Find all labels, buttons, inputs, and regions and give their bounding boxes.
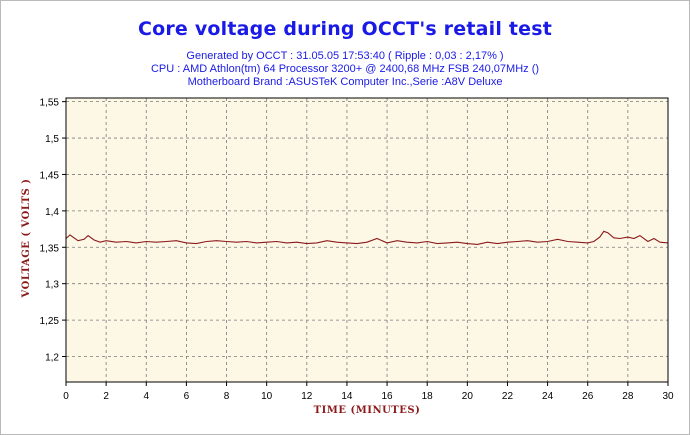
x-tick-label: 14 [341,391,353,402]
x-tick-label: 26 [582,391,594,402]
x-tick-label: 4 [143,391,149,402]
x-tick-label: 30 [662,391,674,402]
x-tick-label: 18 [422,391,434,402]
y-axis-label: VOLTAGE ( VOLTS ) [21,179,32,299]
x-tick-label: 2 [103,391,109,402]
x-axis-label: TIME (MINUTES) [314,405,421,416]
x-tick-label: 22 [502,391,514,402]
y-tick-label: 1,55 [40,98,60,109]
subtitle-motherboard: Motherboard Brand :ASUSTeK Computer Inc.… [187,76,503,88]
y-tick-label: 1,45 [40,170,60,181]
y-tick-label: 1,35 [40,243,60,254]
subtitle-cpu: CPU : AMD Athlon(tm) 64 Processor 3200+ … [150,63,540,75]
x-tick-label: 28 [622,391,634,402]
x-tick-label: 24 [542,391,554,402]
y-tick-label: 1,2 [45,353,59,364]
plot-border [65,97,669,383]
x-tick-label: 16 [382,391,394,402]
x-tick-label: 12 [301,391,313,402]
plot-area [66,98,668,382]
voltage-series-line [65,230,669,245]
y-tick-label: 1,3 [45,280,59,291]
y-tick-label: 1,5 [45,134,59,145]
x-tick-label: 10 [261,391,273,402]
chart-title: Core voltage during OCCT's retail test [137,18,553,40]
subtitle-generated: Generated by OCCT : 31.05.05 17:53:40 ( … [186,50,504,62]
y-tick-label: 1,25 [40,316,60,327]
x-tick-label: 8 [224,391,230,402]
x-tick-label: 20 [462,391,474,402]
x-tick-label: 0 [63,391,69,402]
y-tick-label: 1,4 [45,207,59,218]
x-tick-label: 6 [184,391,190,402]
